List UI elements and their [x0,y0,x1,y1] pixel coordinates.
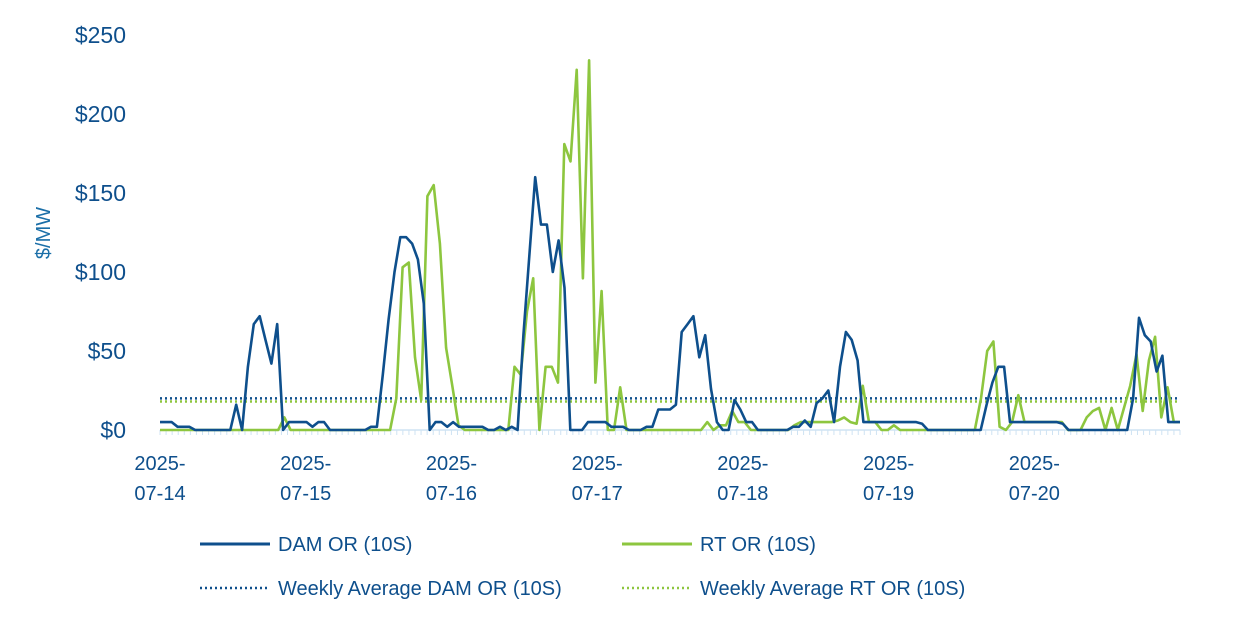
y-tick-label: $250 [75,22,126,48]
x-tick-label: 07-14 [134,483,185,505]
legend-label: DAM OR (10S) [278,534,412,556]
y-tick-label: $100 [75,259,126,285]
y-tick-label: $150 [75,180,126,206]
x-tick-label: 2025- [280,453,331,475]
x-tick-label: 2025- [572,453,623,475]
x-tick-label: 07-19 [863,483,914,505]
x-tick-label: 07-18 [717,483,768,505]
average-lines [160,397,1180,403]
legend-label: Weekly Average RT OR (10S) [700,578,965,600]
x-tick-label: 07-16 [426,483,477,505]
x-tick-label: 2025- [134,453,185,475]
x-axis: 2025- 07-14 2025- 07-15 2025- 07-16 2025- 07-17… [134,429,1181,505]
series-line [160,58,1180,432]
series-line [160,175,1180,432]
y-axis-ticks: $0 $50 $100 $150 $200 $250 [75,22,126,443]
legend-label: RT OR (10S) [700,534,816,556]
y-tick-label: $0 [100,417,126,443]
x-tick-label: 07-17 [572,483,623,505]
x-tick-label: 2025- [717,453,768,475]
series-lines [160,58,1180,432]
y-tick-label: $200 [75,101,126,127]
x-tick-label: 2025- [863,453,914,475]
legend: DAM OR (10S) RT OR (10S) Weekly Average DA… [200,534,965,600]
x-tick-label: 07-20 [1009,483,1060,505]
legend-label: Weekly Average DAM OR (10S) [278,578,562,600]
x-tick-label: 2025- [1009,453,1060,475]
x-tick-label: 07-15 [280,483,331,505]
y-axis-title: $/MW [33,207,55,259]
x-tick-label: 2025- [426,453,477,475]
y-tick-label: $50 [88,338,126,364]
